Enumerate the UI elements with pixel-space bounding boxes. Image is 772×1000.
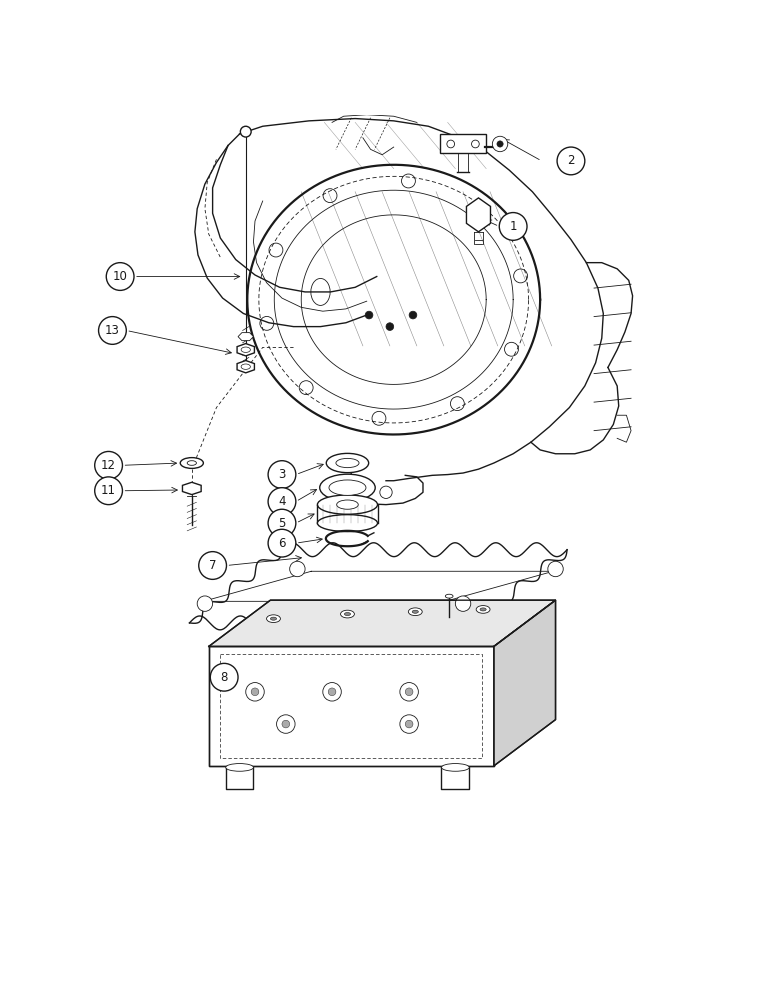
Circle shape [405,720,413,728]
Circle shape [400,715,418,733]
Circle shape [328,688,336,696]
Circle shape [409,311,417,319]
Polygon shape [208,646,494,766]
Ellipse shape [241,364,250,369]
Ellipse shape [337,500,358,509]
Ellipse shape [445,594,453,598]
Polygon shape [494,600,556,766]
Circle shape [405,688,413,696]
Ellipse shape [408,608,422,616]
Polygon shape [237,361,255,373]
Ellipse shape [317,495,378,514]
Text: 5: 5 [278,517,286,530]
Ellipse shape [412,610,418,613]
Ellipse shape [336,458,359,468]
Polygon shape [237,344,255,356]
Text: 3: 3 [278,468,286,481]
Circle shape [197,596,212,611]
Ellipse shape [480,608,486,611]
Text: 1: 1 [510,220,517,233]
Circle shape [240,126,251,137]
Polygon shape [466,198,490,232]
Ellipse shape [270,617,276,620]
Ellipse shape [320,474,375,501]
Circle shape [386,323,394,330]
Circle shape [282,720,290,728]
Circle shape [99,317,127,344]
Polygon shape [182,482,201,495]
Circle shape [95,451,123,479]
Ellipse shape [225,764,253,771]
Circle shape [493,136,508,152]
Text: 6: 6 [278,537,286,550]
Polygon shape [208,600,556,646]
Ellipse shape [327,453,369,473]
Circle shape [323,683,341,701]
Circle shape [251,688,259,696]
Circle shape [365,311,373,319]
Circle shape [400,683,418,701]
Text: 4: 4 [278,495,286,508]
Ellipse shape [340,610,354,618]
Circle shape [268,509,296,537]
Polygon shape [238,333,253,341]
Text: 8: 8 [221,671,228,684]
Text: 11: 11 [101,484,116,497]
Circle shape [198,552,226,579]
Ellipse shape [476,606,490,613]
Ellipse shape [317,515,378,532]
Circle shape [210,663,238,691]
Circle shape [276,715,295,733]
Ellipse shape [266,615,280,623]
Ellipse shape [238,347,253,354]
Text: 10: 10 [113,270,127,283]
Ellipse shape [344,613,350,616]
Circle shape [268,461,296,488]
Ellipse shape [180,458,203,468]
Circle shape [245,683,264,701]
Circle shape [268,488,296,515]
Ellipse shape [329,480,366,495]
Ellipse shape [187,461,196,465]
Circle shape [95,477,123,505]
Text: 7: 7 [209,559,216,572]
Circle shape [548,561,564,577]
Ellipse shape [241,347,250,352]
Ellipse shape [242,349,249,352]
Text: 2: 2 [567,154,574,167]
Circle shape [107,263,134,290]
Text: 13: 13 [105,324,120,337]
Circle shape [557,147,585,175]
Circle shape [497,141,503,147]
Circle shape [455,596,471,611]
Ellipse shape [442,764,469,771]
Circle shape [499,213,527,240]
Circle shape [290,561,305,577]
Bar [440,134,486,153]
Circle shape [268,529,296,557]
Text: 12: 12 [101,459,116,472]
